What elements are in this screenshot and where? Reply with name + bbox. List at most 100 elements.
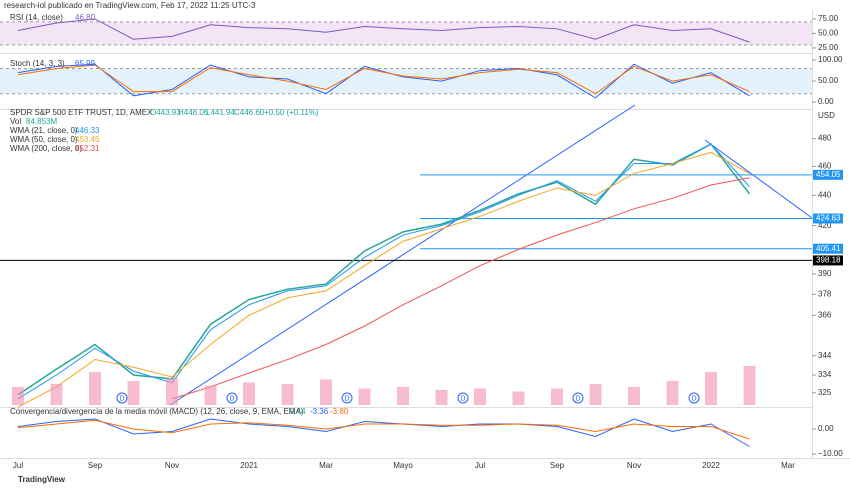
series-line xyxy=(17,143,750,400)
legend-value: 452.31 xyxy=(75,144,100,153)
x-tick-label: Mayo xyxy=(393,461,413,470)
y-tick-label: 50.00 xyxy=(818,76,839,85)
y-tick-label: 366 xyxy=(818,310,832,319)
legend-value: 453.45 xyxy=(75,135,100,144)
legend-value: -3.80 xyxy=(330,407,349,416)
y-tick-label: 344 xyxy=(818,351,832,360)
volume-bar xyxy=(628,387,640,405)
y-tick-label: −10.00 xyxy=(818,449,843,458)
series-line xyxy=(17,63,750,99)
legend-value: -3.36 xyxy=(310,407,329,416)
level-label: 454.05 xyxy=(816,170,841,179)
legend-value: 46.80 xyxy=(75,13,96,22)
series-line xyxy=(171,177,750,400)
volume-bar xyxy=(474,388,486,405)
dividend-marker xyxy=(116,392,128,404)
dividend-label: D xyxy=(691,395,696,402)
level-label: 398.18 xyxy=(816,256,841,265)
dividend-label: D xyxy=(229,395,234,402)
series-line xyxy=(17,64,750,95)
y-tick-label: 420 xyxy=(818,221,832,230)
dividend-marker xyxy=(341,392,353,404)
x-tick-label: Mar xyxy=(319,461,333,470)
dividend-label: D xyxy=(575,395,580,402)
legend-title: SPDR S&P 500 ETF TRUST, 1D, AMEX xyxy=(10,108,153,117)
y-tick-label: 100.00 xyxy=(818,55,843,64)
legend-value: 65.99 xyxy=(75,59,96,68)
series-line xyxy=(17,151,750,408)
level-badge xyxy=(813,213,843,224)
volume-bar xyxy=(589,384,602,405)
series-line xyxy=(17,418,750,447)
legend-title: Convergencia/divergencia de la media móv… xyxy=(10,407,304,416)
dividend-label: D xyxy=(460,395,465,402)
x-tick-label: Nov xyxy=(165,461,179,470)
legend-value: 0.44 xyxy=(290,407,306,416)
volume-bar xyxy=(243,382,255,405)
band xyxy=(0,21,812,46)
trend-line xyxy=(704,139,813,219)
dividend-marker xyxy=(226,392,238,404)
volume-bar xyxy=(320,379,332,405)
legend-name: RSI (14, close) xyxy=(10,13,63,22)
y-tick-label: 390 xyxy=(818,269,832,278)
volume-bar xyxy=(204,385,217,405)
x-tick-label: 2022 xyxy=(702,461,720,470)
legend-name: WMA (200, close, 0) xyxy=(10,144,82,153)
dividend-marker xyxy=(572,392,584,404)
dividend-marker xyxy=(457,392,469,404)
legend-value: 84.853M xyxy=(26,117,57,126)
ohlc: O443.93 xyxy=(150,108,181,117)
legend-name: Vol xyxy=(10,117,21,126)
y-tick-label: 325 xyxy=(818,388,832,397)
x-tick-label: Jul xyxy=(13,461,23,470)
ohlc: C446.60 xyxy=(234,108,265,117)
volume-bar xyxy=(397,387,409,405)
volume-bar xyxy=(358,388,371,405)
dividend-label: D xyxy=(344,395,349,402)
band xyxy=(0,68,812,94)
legend-value: 446.33 xyxy=(75,126,100,135)
volume-bar xyxy=(50,384,63,405)
x-tick-label: Mar xyxy=(781,461,795,470)
trend-line xyxy=(169,104,636,406)
volume-bar xyxy=(512,391,525,405)
ohlc: H448.06 xyxy=(178,108,209,117)
legend-name: Stoch (14, 3, 3) xyxy=(10,59,65,68)
dividend-marker xyxy=(688,392,700,404)
volume-bar xyxy=(281,384,294,405)
x-tick-label: Nov xyxy=(627,461,641,470)
series-line xyxy=(17,18,750,43)
volume-bar xyxy=(551,388,563,405)
y-tick-label: 0.00 xyxy=(818,424,834,433)
level-label: 424.63 xyxy=(816,214,841,223)
volume-bar xyxy=(743,366,756,405)
unit: USD xyxy=(818,111,835,120)
volume-bar xyxy=(435,390,448,405)
dividend-label: D xyxy=(119,395,124,402)
footer: TradingView xyxy=(18,475,66,484)
level-label: 405.41 xyxy=(816,244,841,253)
series-line xyxy=(17,143,751,396)
x-tick-label: Sep xyxy=(550,461,565,470)
level-badge xyxy=(813,169,843,180)
y-tick-label: 378 xyxy=(818,289,832,298)
volume-bar xyxy=(705,372,717,405)
ohlc: +0.50 (+0.11%) xyxy=(264,108,319,117)
volume-bar xyxy=(166,378,178,405)
y-tick-label: 440 xyxy=(818,190,832,199)
x-tick-label: Jul xyxy=(475,461,485,470)
y-tick-label: 50.00 xyxy=(818,29,839,38)
volume-bar xyxy=(127,381,140,405)
legend-name: WMA (50, close, 0) xyxy=(10,135,78,144)
volume-bar xyxy=(12,387,24,405)
x-tick-label: Sep xyxy=(88,461,103,470)
y-tick-label: 334 xyxy=(818,370,832,379)
legend-name: WMA (21, close, 0) xyxy=(10,126,78,135)
level-badge xyxy=(813,243,843,254)
volume-bar xyxy=(666,381,679,405)
y-tick-label: 25.00 xyxy=(818,43,839,52)
ohlc: L441.94 xyxy=(206,108,235,117)
header: research-iol publicado en TradingView.co… xyxy=(4,1,256,10)
